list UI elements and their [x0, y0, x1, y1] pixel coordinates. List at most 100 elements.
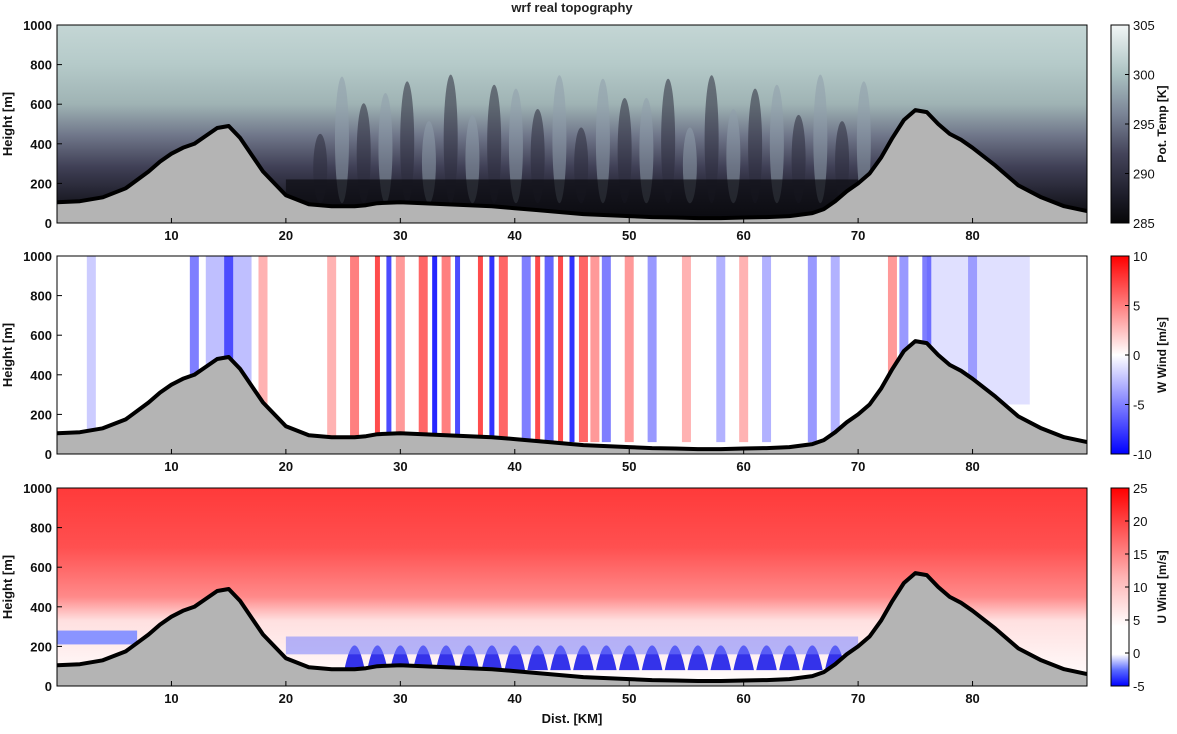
w-wave-column	[578, 256, 588, 443]
plot-frame	[56, 255, 1088, 455]
colorbar-tick-label: 15	[1133, 547, 1147, 562]
w-wave-column	[350, 256, 360, 443]
x-tick-label: 60	[736, 459, 750, 474]
w-wave-column	[327, 256, 337, 443]
y-tick-label: 200	[30, 407, 52, 422]
colorbar-tick-label: 300	[1133, 68, 1155, 83]
w-wave-column	[395, 256, 405, 443]
u-shear-layer	[285, 636, 859, 655]
colorbar-tick-label: 5	[1133, 299, 1140, 314]
y-tick-label: 800	[30, 521, 52, 536]
y-tick-label: 1000	[23, 481, 52, 496]
colorbar-tick-label: 25	[1133, 481, 1147, 496]
w-wave-column	[224, 256, 234, 443]
x-tick-label: 80	[965, 691, 979, 706]
figure-title: wrf real topography	[510, 0, 633, 15]
colorbar-tick-label: 0	[1133, 646, 1140, 661]
w-wave-column	[498, 256, 508, 443]
w-wave-column	[189, 256, 199, 443]
plot-frame	[56, 24, 1088, 224]
y-tick-label: 0	[45, 216, 52, 231]
temperature-wave	[639, 97, 654, 204]
temperature-wave	[334, 76, 349, 204]
x-tick-label: 40	[508, 459, 522, 474]
y-axis-label: Height [m]	[0, 323, 15, 387]
temperature-wave	[552, 75, 567, 204]
y-tick-label: 600	[30, 560, 52, 575]
colorbar-tick-label: 305	[1133, 18, 1155, 33]
colorbar-tick-label: 285	[1133, 216, 1155, 231]
colorbar-tick-label: 0	[1133, 348, 1140, 363]
colorbar-tick-label: -5	[1133, 398, 1145, 413]
w-wave-column	[489, 256, 495, 443]
colorbar-label: Pot. Temp [K]	[1155, 85, 1169, 162]
u-reverse-flow	[57, 630, 138, 645]
w-wave-column	[601, 256, 611, 443]
terrain-outline	[57, 339, 1087, 452]
temperature-wave	[661, 78, 676, 204]
temperature-wave	[617, 97, 632, 204]
temperature-wave	[856, 81, 871, 204]
plot-frame	[56, 487, 1088, 687]
colorbar-tick-label: 10	[1133, 580, 1147, 595]
y-axis-label: Height [m]	[0, 555, 15, 619]
w-wave-column	[762, 256, 772, 443]
w-wave-column	[590, 256, 600, 443]
x-tick-label: 70	[851, 459, 865, 474]
x-tick-label: 60	[736, 228, 750, 243]
colorbar-tick-label: 10	[1133, 249, 1147, 264]
field-layer	[57, 25, 1087, 223]
colorbar-label: W Wind [m/s]	[1155, 317, 1169, 393]
temperature-wave	[769, 84, 784, 204]
x-tick-label: 80	[965, 228, 979, 243]
w-wave-column	[681, 256, 691, 443]
terrain-fill	[57, 341, 1087, 454]
w-wave-column	[558, 256, 564, 443]
w-wave-column	[716, 256, 726, 443]
w-wave-column	[830, 256, 840, 443]
field-layer	[57, 256, 1087, 454]
w-wave-column	[418, 256, 428, 443]
colorbar-tick-label: 290	[1133, 167, 1155, 182]
w-wave-column	[968, 256, 978, 443]
x-tick-label: 30	[393, 228, 407, 243]
x-tick-label: 20	[279, 691, 293, 706]
w-wave-column	[441, 256, 451, 443]
w-wave-column	[807, 256, 817, 443]
y-tick-label: 200	[30, 639, 52, 654]
x-tick-label: 30	[393, 459, 407, 474]
temperature-wave	[356, 103, 371, 204]
w-wave-column	[624, 256, 634, 443]
y-tick-label: 0	[45, 679, 52, 694]
colorbar-tick-label: 5	[1133, 613, 1140, 628]
temperature-wave	[748, 88, 763, 204]
x-tick-label: 40	[508, 691, 522, 706]
temperature-wave	[443, 74, 458, 204]
colorbar-tick-label: 295	[1133, 117, 1155, 132]
y-tick-label: 200	[30, 176, 52, 191]
x-tick-label: 30	[393, 691, 407, 706]
x-tick-label: 40	[508, 228, 522, 243]
x-tick-label: 50	[622, 228, 636, 243]
x-tick-label: 50	[622, 459, 636, 474]
temperature-wave	[487, 84, 502, 204]
x-tick-label: 70	[851, 228, 865, 243]
w-wave-column	[477, 256, 483, 443]
y-axis-label: Height [m]	[0, 92, 15, 156]
x-tick-label: 80	[965, 459, 979, 474]
x-tick-label: 60	[736, 691, 750, 706]
terrain-outline	[57, 108, 1087, 221]
colorbar-tick-label: -10	[1133, 447, 1152, 462]
y-tick-label: 800	[30, 289, 52, 304]
temperature-wave	[595, 78, 610, 204]
w-wave-column	[887, 256, 897, 443]
temperature-wave	[813, 74, 828, 204]
temperature-wave	[508, 88, 523, 204]
x-tick-label: 10	[164, 459, 178, 474]
y-tick-label: 600	[30, 328, 52, 343]
colorbar-tick-label: -5	[1133, 679, 1145, 694]
